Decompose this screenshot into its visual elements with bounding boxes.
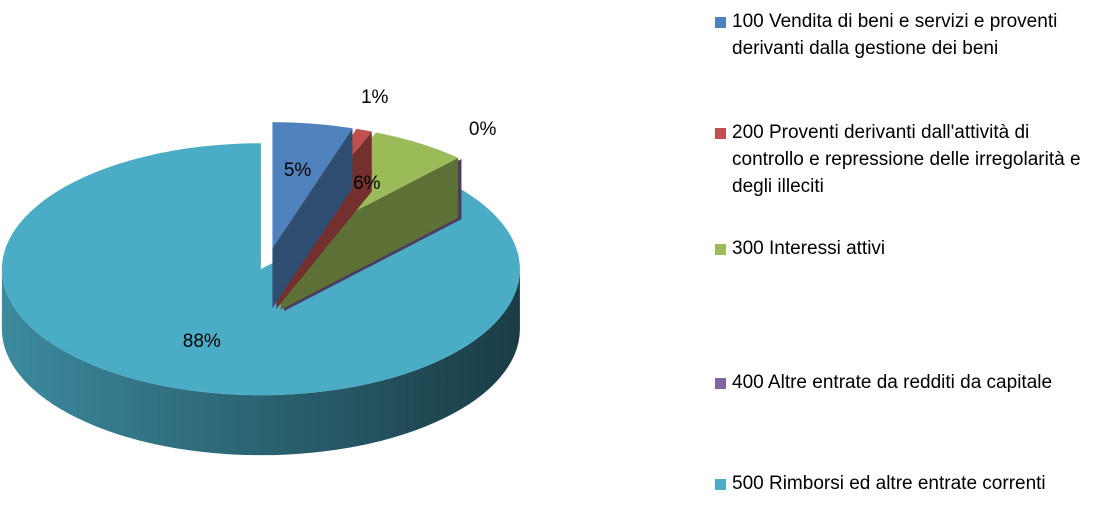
legend-swatch — [715, 17, 726, 28]
legend-item: 200 Proventi derivanti dall'attività di … — [715, 119, 1100, 200]
data-label: 1% — [361, 87, 389, 108]
legend-label: 300 Interessi attivi — [732, 238, 886, 259]
legend-label: 100 Vendita di beni e servizi e proventi… — [732, 11, 1058, 59]
data-label: 6% — [353, 173, 381, 194]
data-label: 0% — [469, 119, 497, 140]
legend-label: 500 Rimborsi ed altre entrate correnti — [732, 473, 1046, 494]
legend-swatch — [715, 479, 726, 490]
slice — [272, 122, 353, 249]
chart: 5% 1% 6% 0% 88% — [1, 87, 520, 456]
slice-side — [280, 157, 459, 310]
slice-side — [272, 128, 353, 309]
legend-item: 400 Altre entrate da redditi da capitale — [715, 369, 1100, 396]
legend-label: 400 Altre entrate da redditi da capitale — [732, 372, 1053, 393]
legend: 100 Vendita di beni e servizi e proventi… — [715, 0, 1107, 517]
slice-group — [272, 122, 353, 309]
legend-swatch — [715, 378, 726, 389]
legend-label: 200 Proventi derivanti dall'attività di … — [732, 122, 1081, 197]
legend-item: 300 Interessi attivi — [715, 235, 1100, 262]
data-label: 5% — [284, 160, 312, 181]
data-label: 88% — [183, 331, 221, 352]
legend-item: 500 Rimborsi ed altre entrate correnti — [715, 470, 1100, 497]
legend-item: 100 Vendita di beni e servizi e proventi… — [715, 8, 1100, 62]
legend-swatch — [715, 244, 726, 255]
legend-swatch — [715, 128, 726, 139]
slice-side — [1, 269, 520, 456]
